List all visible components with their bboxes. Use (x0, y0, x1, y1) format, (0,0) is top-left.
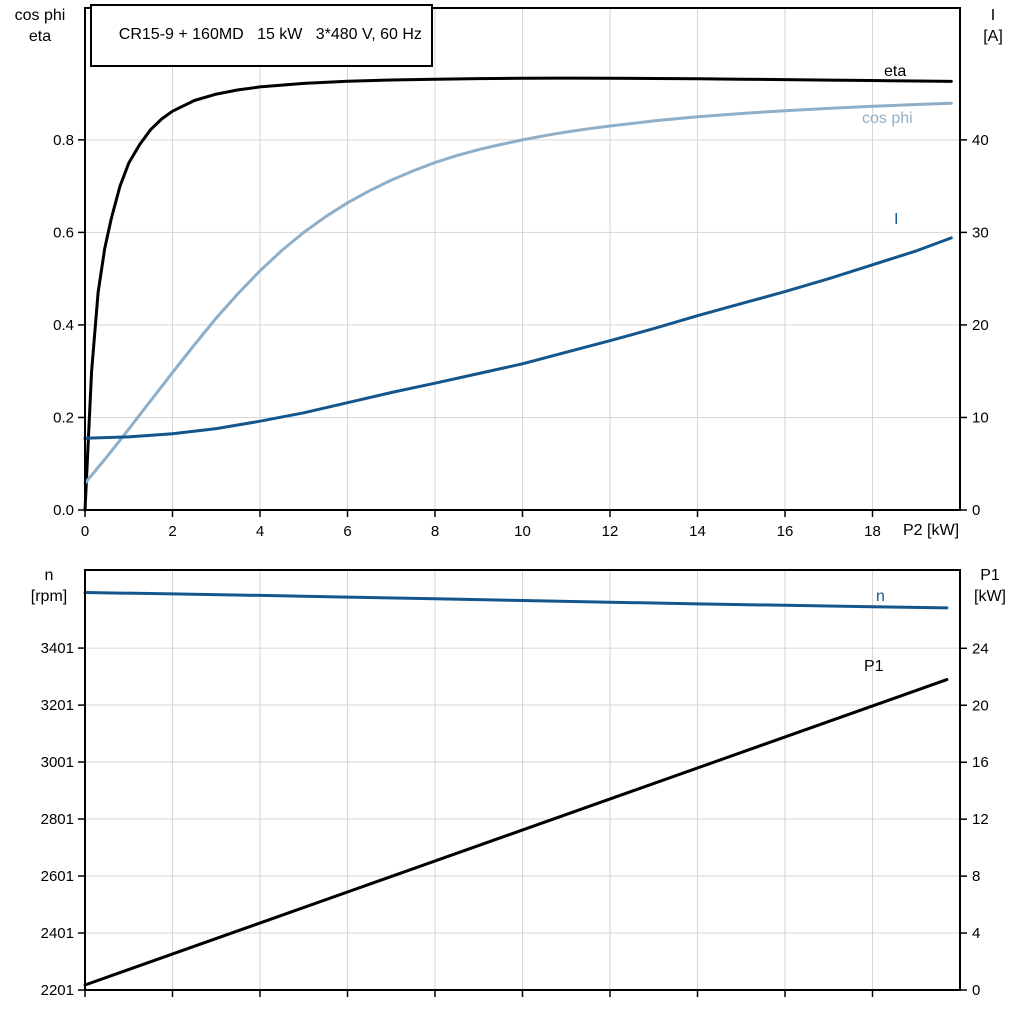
left-tick-label: 2401 (41, 925, 74, 942)
curve-n (83, 591, 949, 610)
right-tick-label: 16 (972, 754, 989, 771)
axis-title-speed: n (44, 567, 54, 584)
bottom-right-axis-title: P1 [kW] (960, 565, 1020, 607)
curve-label-cos-phi: cos phi (862, 110, 913, 127)
left-tick-label: 2801 (41, 811, 74, 828)
axis-title-power-unit: [kW] (974, 588, 1006, 605)
axis-title-eta: eta (28, 28, 52, 45)
curve-I (83, 236, 953, 440)
left-tick-label: 3401 (41, 640, 74, 657)
left-tick-label: 0.0 (53, 502, 74, 519)
right-tick-label: 0 (972, 502, 980, 519)
axis-title-current-unit: [A] (983, 28, 1003, 45)
curve-label-P1: P1 (864, 658, 884, 675)
curve-label-n: n (876, 588, 885, 605)
x-tick-label: 10 (514, 523, 531, 540)
left-tick-label: 2201 (41, 982, 74, 999)
bottom-left-axis-title: n [rpm] (16, 565, 82, 607)
curve-eta (83, 76, 953, 512)
right-tick-label: 0 (972, 982, 980, 999)
top-right-axis-title: I [A] (964, 5, 1022, 47)
right-tick-label: 20 (972, 697, 989, 714)
chart-title: CR15-9 + 160MD 15 kW 3*480 V, 60 Hz (118, 26, 422, 43)
curve-P1 (83, 678, 949, 987)
right-tick-label: 12 (972, 811, 989, 828)
right-tick-label: 10 (972, 409, 989, 426)
right-tick-label: 24 (972, 640, 989, 657)
x-axis-label: P2 [kW] (903, 522, 960, 539)
x-tick-label: 6 (343, 523, 351, 540)
chart-title-box: CR15-9 + 160MD 15 kW 3*480 V, 60 Hz (90, 4, 433, 67)
x-tick-label: 16 (777, 523, 794, 540)
left-tick-label: 0.8 (53, 132, 74, 149)
right-tick-label: 8 (972, 868, 980, 885)
right-tick-label: 40 (972, 132, 989, 149)
axis-title-power: P1 (980, 567, 1000, 584)
curve-label-eta: eta (884, 63, 906, 80)
x-tick-label: 8 (431, 523, 439, 540)
left-tick-label: 3001 (41, 754, 74, 771)
axis-title-cos-phi: cos phi (14, 7, 66, 24)
x-tick-label: 12 (602, 523, 619, 540)
x-tick-label: 18 (864, 523, 881, 540)
curve-label-I: I (894, 211, 898, 228)
curve-cos-phi (83, 101, 953, 485)
x-tick-label: 4 (256, 523, 264, 540)
left-tick-label: 0.2 (53, 409, 74, 426)
axis-title-current: I (990, 7, 996, 24)
right-tick-label: 20 (972, 317, 989, 334)
right-tick-label: 4 (972, 925, 980, 942)
left-tick-label: 3201 (41, 697, 74, 714)
x-tick-label: 14 (689, 523, 706, 540)
top-left-axis-title: cos phi eta (2, 5, 78, 47)
left-tick-label: 2601 (41, 868, 74, 885)
x-tick-label: 2 (168, 523, 176, 540)
left-tick-label: 0.4 (53, 317, 74, 334)
x-tick-label: 0 (81, 523, 89, 540)
left-tick-label: 0.6 (53, 224, 74, 241)
right-tick-label: 30 (972, 224, 989, 241)
axis-title-speed-unit: [rpm] (30, 588, 68, 605)
